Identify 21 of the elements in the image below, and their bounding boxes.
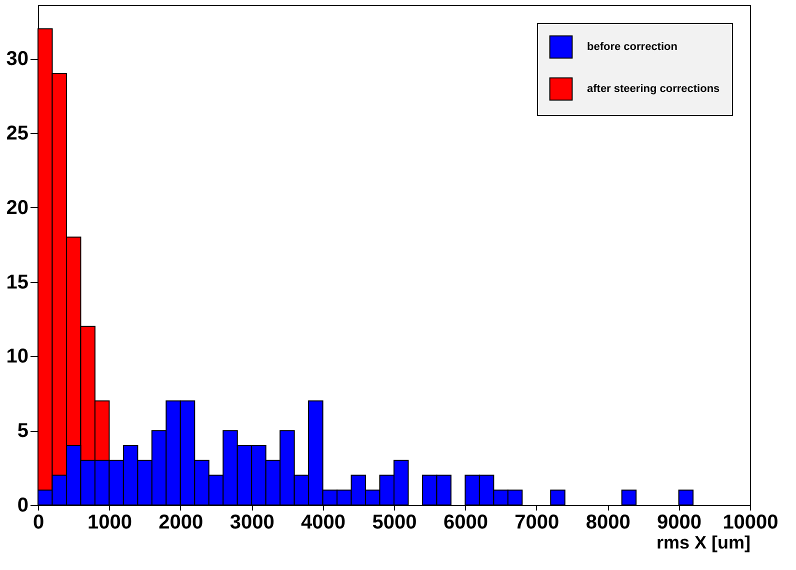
- x-axis-title: rms X [um]: [656, 532, 750, 552]
- legend-label: before correction: [587, 41, 678, 53]
- x-tick-label: 3000: [230, 512, 274, 534]
- x-tick-label: 6000: [443, 512, 488, 534]
- x-tick-label: 8000: [586, 512, 630, 534]
- y-tick-label: 10: [6, 346, 28, 368]
- y-tick-label: 20: [6, 196, 28, 219]
- y-tick-label: 30: [6, 48, 28, 70]
- x-tick-label: 5000: [372, 512, 417, 534]
- y-tick-label: 15: [6, 271, 28, 294]
- x-tick-label: 10000: [722, 512, 778, 534]
- x-tick-label: 1000: [87, 512, 132, 534]
- x-tick-label: 4000: [301, 512, 346, 534]
- legend-label: after steering corrections: [587, 83, 720, 95]
- x-tick-label: 0: [32, 512, 44, 534]
- y-tick-label: 25: [6, 122, 28, 144]
- y-tick-label: 0: [17, 494, 28, 516]
- x-tick-label: 7000: [514, 512, 560, 534]
- x-tick-label: 9000: [657, 512, 702, 534]
- y-tick-label: 5: [17, 420, 28, 442]
- x-tick-label: 2000: [158, 512, 204, 534]
